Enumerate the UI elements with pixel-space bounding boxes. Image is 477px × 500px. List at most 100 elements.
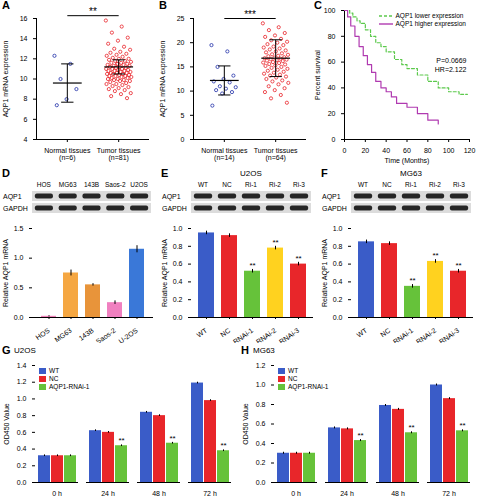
svg-text:**: ** [89,6,97,17]
svg-text:**: ** [409,276,415,285]
svg-text:48 h: 48 h [391,490,405,497]
svg-text:0 h: 0 h [291,490,301,497]
svg-text:AQP1: AQP1 [162,193,181,201]
svg-text:24 h: 24 h [340,490,354,497]
svg-text:1.0: 1.0 [333,225,343,232]
svg-text:0.6: 0.6 [17,429,27,436]
svg-text:HOS: HOS [37,181,52,188]
svg-text:P=0.0669: P=0.0669 [436,57,466,64]
svg-text:Ri-3: Ri-3 [293,181,305,188]
svg-text:0.2: 0.2 [256,459,266,466]
svg-text:0.0: 0.0 [333,314,343,321]
svg-text:**: ** [432,251,438,260]
svg-text:0.2: 0.2 [333,296,343,303]
svg-text:NC: NC [222,181,232,188]
svg-text:20: 20 [328,110,336,117]
svg-text:AQP1: AQP1 [3,193,22,201]
svg-text:WT: WT [355,326,369,338]
svg-text:1.4: 1.4 [17,362,27,369]
svg-text:U2OS: U2OS [130,181,148,188]
svg-text:40: 40 [382,147,390,154]
svg-text:1.0: 1.0 [173,225,183,232]
svg-text:RNAi-3: RNAi-3 [278,327,301,343]
svg-text:0: 0 [332,136,336,143]
svg-text:GAPDH: GAPDH [322,205,347,212]
svg-text:20: 20 [177,39,185,46]
svg-text:**: ** [169,434,175,443]
svg-text:**: ** [295,254,301,263]
svg-text:80: 80 [424,147,432,154]
svg-text:15: 15 [177,63,185,70]
svg-text:143B: 143B [84,181,99,188]
svg-text:NC: NC [379,327,391,339]
svg-text:**: ** [272,238,278,247]
svg-text:Ri-2: Ri-2 [269,181,281,188]
svg-text:60: 60 [328,58,336,65]
svg-text:0.4: 0.4 [17,445,27,452]
svg-text:MG63: MG63 [59,181,77,188]
svg-text:AQP1 mRNA expression: AQP1 mRNA expression [159,41,167,118]
svg-text:RNAi-2: RNAi-2 [255,327,278,343]
svg-text:0.8: 0.8 [333,243,343,250]
svg-text:U2OS: U2OS [240,169,262,178]
svg-text:RNAi-3: RNAi-3 [438,327,461,343]
svg-text:120: 120 [464,147,476,154]
svg-text:10: 10 [20,75,28,82]
svg-text:Tumor tissues(n=64): Tumor tissues(n=64) [254,147,298,162]
svg-text:NC: NC [219,327,231,339]
svg-text:5: 5 [181,112,185,119]
svg-text:4: 4 [24,136,28,143]
svg-text:1.5: 1.5 [14,225,24,232]
svg-text:**: ** [459,421,465,430]
svg-text:**: ** [408,423,414,432]
svg-text:0.0: 0.0 [14,314,24,321]
svg-text:Ri-1: Ri-1 [245,181,257,188]
svg-text:MG63: MG63 [400,169,422,178]
svg-text:0.0: 0.0 [173,314,183,321]
svg-text:1.0: 1.0 [14,254,24,261]
svg-text:14: 14 [20,35,28,42]
svg-text:AQP1 mRNA expression: AQP1 mRNA expression [2,41,10,118]
svg-text:Relative AQP1 mRNA: Relative AQP1 mRNA [321,239,329,307]
svg-text:0: 0 [181,136,185,143]
svg-text:RNAi-2: RNAi-2 [415,327,438,343]
svg-text:Relative AQP1 mRNA: Relative AQP1 mRNA [2,239,10,307]
svg-text:Tumor tissues(n=81): Tumor tissues(n=81) [97,147,141,162]
svg-text:0.6: 0.6 [173,260,183,267]
svg-text:**: ** [455,261,461,270]
svg-text:48 h: 48 h [152,490,166,497]
svg-text:1.0: 1.0 [256,381,266,388]
svg-text:0.4: 0.4 [256,440,266,447]
svg-text:0.8: 0.8 [17,412,27,419]
svg-text:60: 60 [403,147,411,154]
svg-text:0.8: 0.8 [256,401,266,408]
svg-text:Saos-2: Saos-2 [95,327,117,343]
svg-text:0.8: 0.8 [173,243,183,250]
svg-text:OD450 Value: OD450 Value [242,403,249,445]
svg-text:1.2: 1.2 [17,378,27,385]
svg-text:16: 16 [20,15,28,22]
svg-text:0.2: 0.2 [17,462,27,469]
svg-text:25: 25 [177,15,185,22]
svg-text:0.0: 0.0 [256,479,266,486]
svg-text:0.0: 0.0 [17,479,27,486]
svg-text:20: 20 [361,147,369,154]
svg-text:12: 12 [20,55,28,62]
svg-text:143B: 143B [77,327,95,342]
svg-text:Relative AQP1 mRNA: Relative AQP1 mRNA [161,239,169,307]
svg-text:72 h: 72 h [442,490,456,497]
svg-text:NC: NC [382,181,392,188]
svg-text:6: 6 [24,116,28,123]
svg-text:0.5: 0.5 [14,284,24,291]
svg-text:Percent survival: Percent survival [314,50,321,100]
svg-text:1.2: 1.2 [256,362,266,369]
svg-text:GAPDH: GAPDH [3,205,28,212]
svg-text:0.6: 0.6 [256,420,266,427]
svg-text:**: ** [220,441,226,450]
svg-text:WT: WT [358,181,368,188]
svg-text:100: 100 [324,7,336,14]
svg-text:WT: WT [198,181,208,188]
svg-text:40: 40 [328,84,336,91]
svg-text:Saos-2: Saos-2 [105,181,126,188]
svg-text:72 h: 72 h [203,490,217,497]
